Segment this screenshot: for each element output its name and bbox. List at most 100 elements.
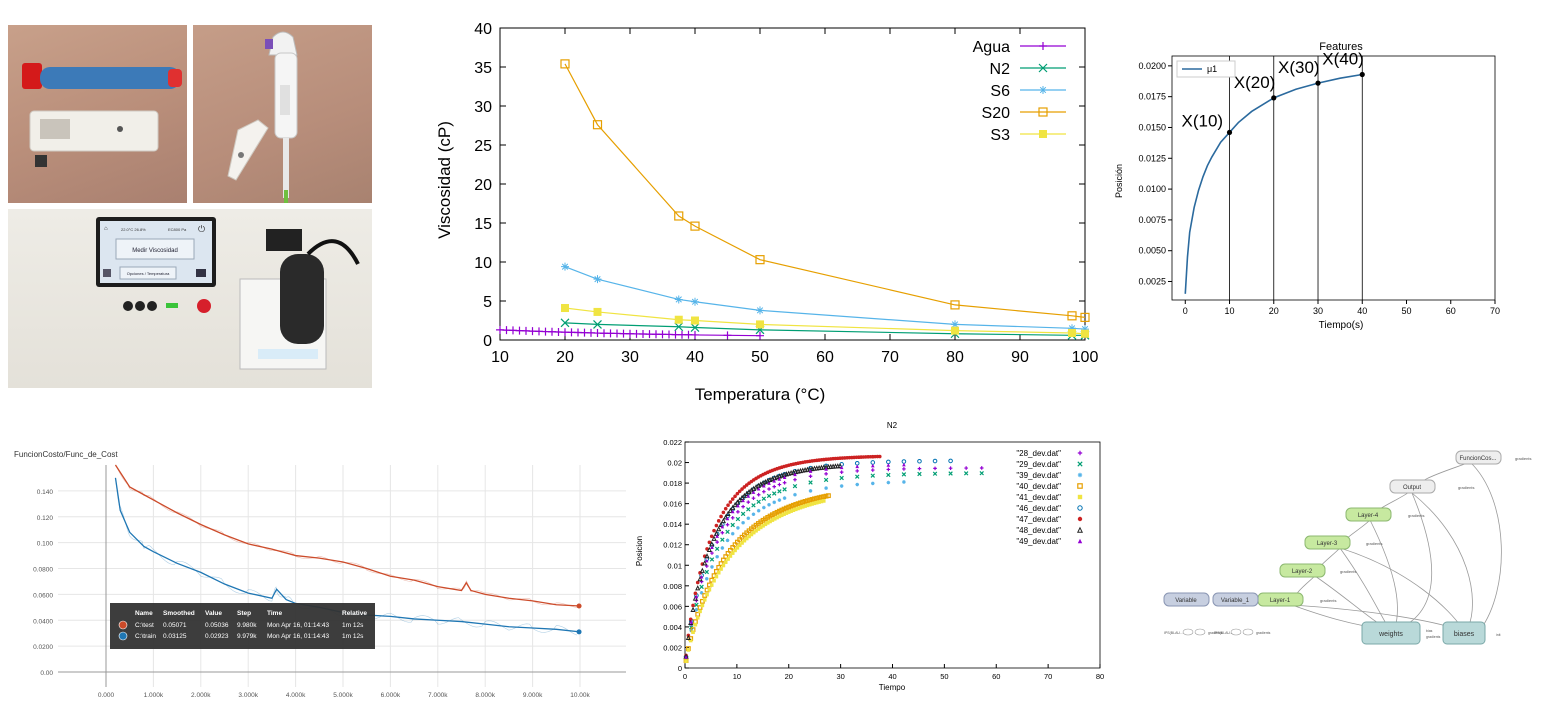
n2-point	[686, 648, 691, 652]
n2-point	[772, 517, 777, 521]
n2-point	[690, 606, 696, 612]
edge-layer3-biases	[1339, 547, 1463, 629]
node-weights[interactable]	[1361, 621, 1421, 645]
n2-legend-marker	[1077, 494, 1083, 500]
node-variable-1[interactable]	[1212, 592, 1259, 607]
led-1	[123, 301, 133, 311]
n2-point	[688, 617, 693, 622]
settings-icon[interactable]	[103, 269, 111, 277]
node-funcioncosto[interactable]	[1455, 450, 1502, 465]
home-icon[interactable]: ⌂	[104, 226, 108, 232]
n2-point	[689, 619, 694, 624]
viscosity-y-tick-label: 5	[483, 294, 492, 311]
folder-icon[interactable]	[196, 269, 206, 277]
node-funcioncosto-label: FuncionCos...	[1459, 456, 1496, 462]
device-status-left: 22.0°C 26.8%	[121, 227, 146, 232]
n2-point	[870, 481, 875, 486]
n2-point	[902, 480, 906, 484]
features-x-tick-label: 0	[1183, 306, 1188, 316]
viscosity-y-tick-label: 15	[474, 216, 492, 233]
n2-legend-label: "28_dev.dat"	[1016, 449, 1061, 458]
node-layer-3[interactable]	[1304, 535, 1351, 550]
viscosity-x-tick-label: 20	[556, 349, 574, 366]
n2-point	[886, 467, 891, 472]
n2-point	[732, 501, 738, 508]
n2-point	[699, 567, 705, 573]
node-biases[interactable]	[1442, 621, 1486, 645]
features-x-tick-label: 10	[1225, 306, 1235, 316]
n2-point	[932, 458, 938, 464]
node-output[interactable]	[1389, 479, 1436, 494]
n2-point	[772, 479, 777, 483]
n2-point	[761, 496, 767, 501]
node-layer-1-label: Layer-1	[1270, 598, 1291, 604]
node-variable-1-label: Variable_1	[1221, 598, 1250, 604]
tensorboard-tooltip-swatch	[118, 631, 128, 641]
n2-point	[817, 500, 821, 504]
n2-point	[870, 468, 875, 472]
n2-point	[807, 502, 812, 507]
tensorflow-graph: FuncionCos... gradients Output gradients…	[1150, 440, 1540, 660]
edge-layer4-weights	[1369, 519, 1398, 629]
viscosity-x-tick-label: 10	[491, 349, 509, 366]
n2-point	[716, 519, 721, 523]
viscosity-legend-label: S3	[990, 127, 1010, 144]
n2-point	[767, 502, 771, 507]
n2-point	[808, 489, 813, 493]
n2-point	[720, 524, 725, 529]
n2-point	[782, 475, 787, 479]
n2-point	[718, 521, 724, 528]
options-button[interactable]	[119, 266, 177, 280]
red-button[interactable]	[197, 299, 211, 313]
features-annotation-label: X(40)	[1322, 49, 1364, 68]
n2-point	[812, 501, 817, 506]
n2-point	[720, 530, 725, 535]
viscosity-point-n2	[560, 318, 570, 328]
n2-point	[709, 540, 715, 547]
node-layer-4[interactable]	[1345, 507, 1392, 522]
led-2	[135, 301, 145, 311]
n2-point	[720, 517, 726, 524]
n2-point	[730, 509, 735, 514]
viscosity-x-tick-label: 100	[1072, 349, 1099, 366]
n2-legend-label: "46_dev.dat"	[1016, 504, 1061, 513]
n2-point	[736, 526, 740, 530]
n2-point	[710, 551, 714, 555]
n2-point	[839, 465, 844, 470]
viscosity-series-line-s3	[564, 307, 1086, 335]
label-gradients-9: gradients	[1426, 635, 1441, 639]
features-y-tick-label: 0.0025	[1138, 277, 1166, 287]
n2-point	[740, 487, 744, 491]
viscosity-y-tick-label: 10	[474, 255, 492, 272]
placeholder-label-1: IPS(BLAU...	[1164, 631, 1183, 635]
n2-point	[741, 520, 745, 525]
red-tip	[168, 69, 182, 87]
small-chip	[35, 155, 47, 167]
power-icon[interactable]: ⏻	[198, 224, 205, 234]
tensorboard-tooltip-cell: 1m 12s	[342, 633, 364, 640]
n2-point	[737, 489, 742, 494]
node-variable[interactable]	[1163, 592, 1210, 607]
tensorboard-x-tick-label: 3.000k	[238, 692, 258, 699]
n2-point	[710, 545, 714, 550]
n2-point	[796, 506, 800, 511]
features-y-tick-label: 0.0150	[1138, 122, 1166, 132]
n2-point	[886, 472, 891, 478]
tensorboard-tooltip: Name Smoothed Value Step Time Relative C:\test…	[110, 603, 375, 649]
features-legend-label: μ1	[1207, 64, 1217, 74]
node-layer-2[interactable]	[1279, 563, 1326, 578]
n2-point	[726, 503, 730, 508]
n2-point	[902, 462, 906, 467]
viscosity-x-label: Temperatura (°C)	[695, 385, 826, 404]
measure-viscosity-button[interactable]	[115, 238, 195, 260]
viscosity-legend-label: S20	[982, 105, 1011, 122]
features-y-tick-label: 0.0050	[1138, 246, 1166, 256]
features-annotation-point	[1315, 80, 1321, 86]
viscosity-point-s3	[951, 326, 959, 335]
n2-point	[730, 504, 736, 510]
viscosity-point-n2	[690, 323, 700, 332]
features-chart: Features 0 10 20 30 40 50 60 70 0.0025 0.0050 0.00…	[1110, 34, 1510, 334]
n2-point	[741, 498, 745, 503]
n2-scatter-chart: N2 0 10 20 30 40 50 60 70 80 0 0.002 0.004 0.006 0.00…	[630, 416, 1110, 702]
n2-point	[719, 567, 723, 571]
